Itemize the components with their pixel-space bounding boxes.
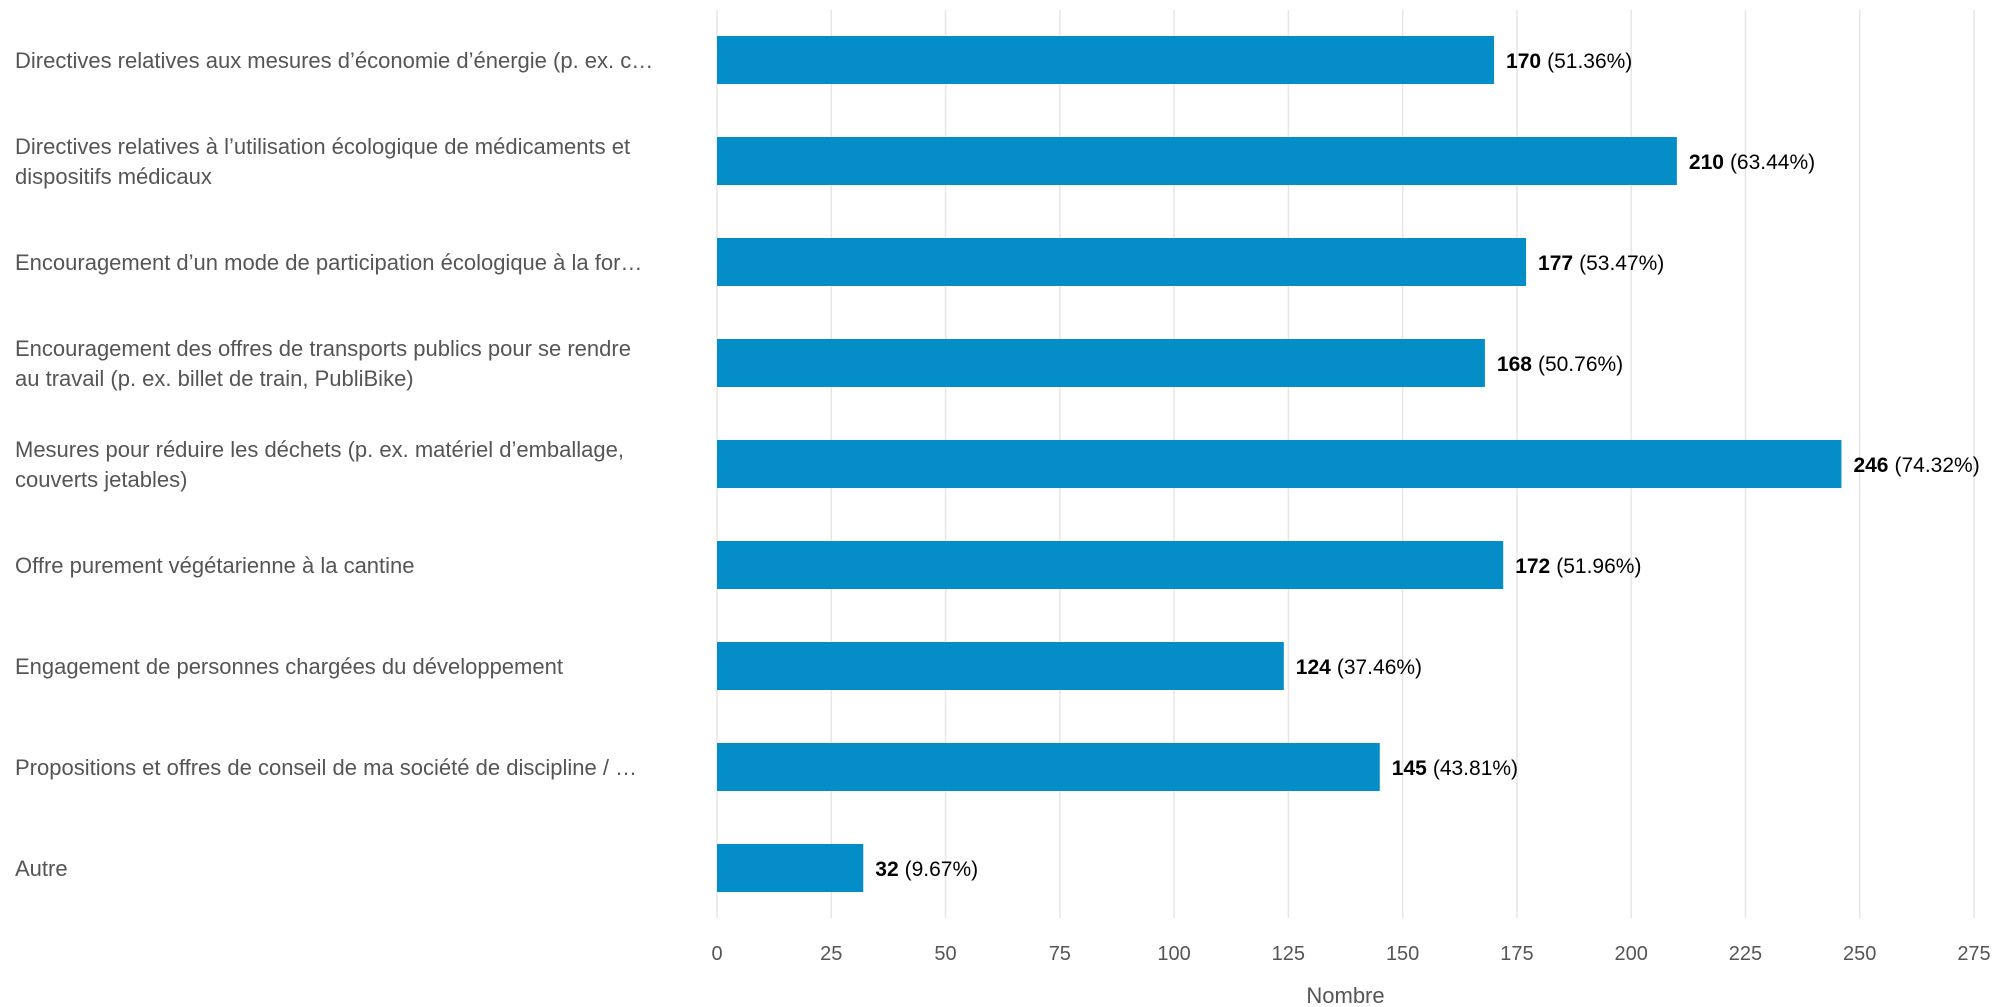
bar	[717, 642, 1284, 690]
category-label-line: Offre purement végétarienne à la cantine	[15, 553, 415, 578]
data-label-count: 177	[1538, 252, 1573, 275]
category-label-line: au travail (p. ex. billet de train, Publ…	[15, 366, 414, 391]
x-tick-label: 0	[711, 943, 722, 965]
data-label-count: 124	[1296, 656, 1331, 679]
x-tick-label: 275	[1957, 943, 1990, 965]
data-label-count: 210	[1689, 151, 1724, 174]
x-axis: 0 25 50 75 100 125 150 175 200 225 250 275	[711, 943, 1990, 965]
data-label-percent: (50.76%)	[1538, 353, 1623, 376]
x-tick-label: 50	[934, 943, 956, 965]
category-label-line: Mesures pour réduire les déchets (p. ex.…	[15, 437, 624, 462]
data-label-count: 172	[1515, 555, 1550, 578]
bar	[717, 339, 1485, 387]
bars	[717, 36, 1842, 892]
category-label: Encouragement des offres de transports p…	[15, 336, 631, 391]
x-tick-label: 250	[1843, 943, 1876, 965]
category-label: Engagement de personnes chargées du déve…	[15, 654, 563, 679]
x-tick-label: 225	[1729, 943, 1762, 965]
x-tick-label: 150	[1386, 943, 1419, 965]
data-label: 145 (43.81%)	[1392, 757, 1518, 780]
category-label: Autre	[15, 856, 68, 881]
x-tick-label: 100	[1157, 943, 1190, 965]
data-label: 177 (53.47%)	[1538, 252, 1664, 275]
category-label-line: couverts jetables)	[15, 467, 187, 492]
data-label-percent: (74.32%)	[1894, 454, 1979, 477]
data-label-percent: (9.67%)	[905, 858, 979, 881]
bar	[717, 36, 1495, 84]
data-label: 170 (51.36%)	[1506, 50, 1632, 73]
data-label: 124 (37.46%)	[1296, 656, 1422, 679]
x-tick-label: 200	[1614, 943, 1647, 965]
category-label-line: Directives relatives à l’utilisation éco…	[15, 134, 630, 159]
category-label-line: Encouragement des offres de transports p…	[15, 336, 631, 361]
data-label-count: 170	[1506, 50, 1541, 73]
data-label-count: 32	[875, 858, 898, 881]
bar	[717, 541, 1504, 589]
data-label-percent: (51.96%)	[1556, 555, 1641, 578]
x-axis-title: Nombre	[1306, 983, 1384, 1007]
bar	[717, 238, 1527, 286]
data-label-count: 145	[1392, 757, 1427, 780]
x-tick-label: 175	[1500, 943, 1533, 965]
x-tick-label: 75	[1049, 943, 1071, 965]
bar	[717, 137, 1677, 185]
data-label-percent: (51.36%)	[1547, 50, 1632, 73]
category-label: Mesures pour réduire les déchets (p. ex.…	[15, 437, 624, 492]
bar	[717, 743, 1380, 791]
data-label-count: 246	[1853, 454, 1888, 477]
data-labels: 170 (51.36%) 210 (63.44%) 177 (53.47%) 168 (50.…	[875, 50, 1979, 881]
data-label: 210 (63.44%)	[1689, 151, 1815, 174]
data-label-count: 168	[1497, 353, 1532, 376]
data-label: 172 (51.96%)	[1515, 555, 1641, 578]
category-label-line: Engagement de personnes chargées du déve…	[15, 654, 563, 679]
data-label-percent: (43.81%)	[1433, 757, 1518, 780]
category-label: Encouragement d’un mode de participation…	[15, 250, 642, 275]
bar	[717, 844, 864, 892]
bar	[717, 440, 1842, 488]
category-label: Directives relatives à l’utilisation éco…	[15, 134, 630, 189]
category-label-line: Encouragement d’un mode de participation…	[15, 250, 642, 275]
data-label-percent: (53.47%)	[1579, 252, 1664, 275]
category-labels: Directives relatives aux mesures d’écono…	[15, 48, 653, 881]
category-label: Directives relatives aux mesures d’écono…	[15, 48, 653, 73]
category-label-line: Directives relatives aux mesures d’écono…	[15, 48, 653, 73]
data-label-percent: (37.46%)	[1337, 656, 1422, 679]
x-tick-label: 25	[820, 943, 842, 965]
category-label-line: dispositifs médicaux	[15, 164, 212, 189]
data-label: 32 (9.67%)	[875, 858, 978, 881]
x-tick-label: 125	[1272, 943, 1305, 965]
category-label-line: Propositions et offres de conseil de ma …	[15, 755, 637, 780]
category-label: Offre purement végétarienne à la cantine	[15, 553, 415, 578]
data-label: 168 (50.76%)	[1497, 353, 1623, 376]
category-label: Propositions et offres de conseil de ma …	[15, 755, 637, 780]
data-label: 246 (74.32%)	[1853, 454, 1979, 477]
category-label-line: Autre	[15, 856, 68, 881]
data-label-percent: (63.44%)	[1730, 151, 1815, 174]
